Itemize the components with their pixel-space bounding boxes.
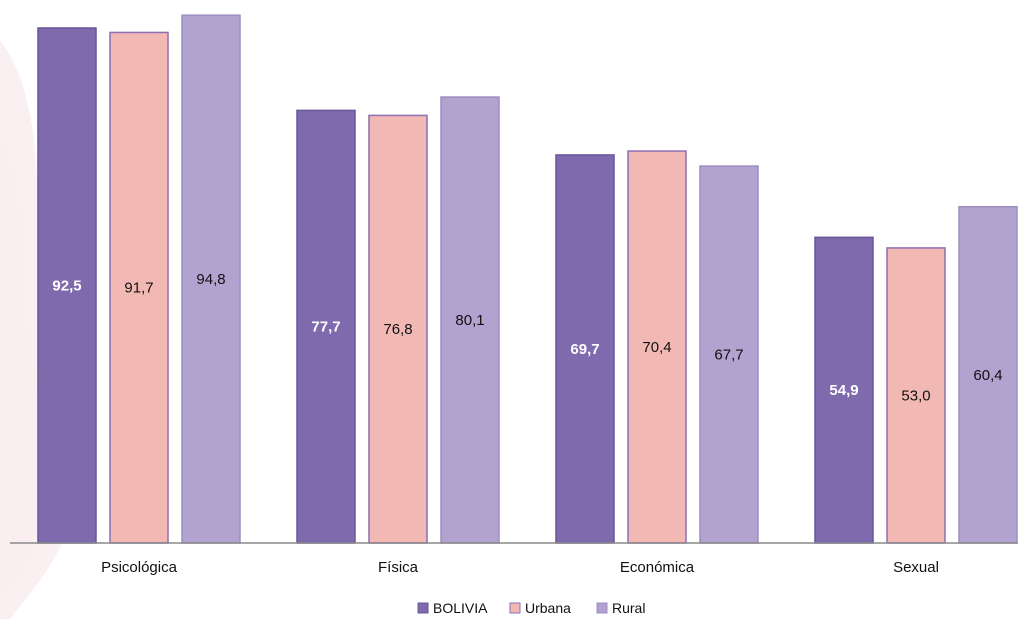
value-label-bolivia-0: 92,5 <box>52 278 81 295</box>
value-label-urbana-3: 53,0 <box>901 387 930 404</box>
legend-swatch-urbana <box>509 602 521 614</box>
bar-urbana-2 <box>627 150 687 544</box>
x-tick-labels: Psicológica Física Económica Sexual <box>101 559 939 576</box>
legend-label-urbana: Urbana <box>525 600 571 616</box>
x-tick-label-2: Económica <box>620 559 695 576</box>
legend-swatch-rural <box>596 602 608 614</box>
x-tick-label-3: Sexual <box>893 559 939 576</box>
bars-layer <box>37 14 1018 544</box>
bar-bolivia-1 <box>296 109 356 544</box>
bar-urbana-1 <box>368 114 428 544</box>
bar-bolivia-0 <box>37 27 97 544</box>
value-label-urbana-2: 70,4 <box>642 339 671 356</box>
bar-rural-3 <box>958 205 1018 544</box>
legend-swatch-bolivia <box>417 602 429 614</box>
value-label-rural-0: 94,8 <box>196 271 225 288</box>
legend: BOLIVIA Urbana Rural <box>417 600 645 616</box>
value-labels-layer: 92,5 91,7 94,8 77,7 76,8 80,1 69,7 70,4 67,7 54,9… <box>52 271 1002 404</box>
value-label-rural-2: 67,7 <box>714 347 743 364</box>
bar-rural-1 <box>440 96 500 544</box>
value-label-bolivia-2: 69,7 <box>570 341 599 358</box>
value-label-rural-3: 60,4 <box>973 367 1002 384</box>
x-tick-label-0: Psicológica <box>101 559 178 576</box>
bar-urbana-3 <box>886 247 946 544</box>
bar-rural-0 <box>181 14 241 544</box>
value-label-urbana-0: 91,7 <box>124 280 153 297</box>
value-label-rural-1: 80,1 <box>455 312 484 329</box>
legend-label-bolivia: BOLIVIA <box>433 600 488 616</box>
x-tick-label-1: Física <box>378 559 419 576</box>
legend-label-rural: Rural <box>612 600 645 616</box>
value-label-bolivia-3: 54,9 <box>829 382 858 399</box>
bar-rural-2 <box>699 165 759 544</box>
bar-bolivia-2 <box>555 154 615 544</box>
value-label-urbana-1: 76,8 <box>383 321 412 338</box>
value-label-bolivia-1: 77,7 <box>311 319 340 336</box>
